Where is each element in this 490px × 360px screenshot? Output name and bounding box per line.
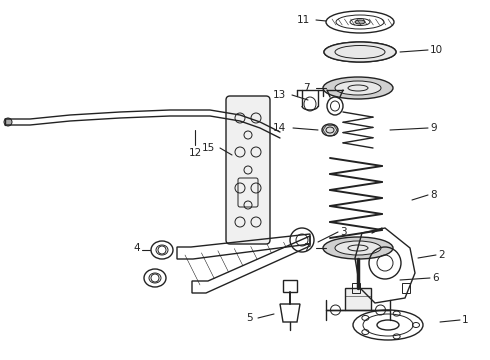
Ellipse shape [323,237,393,259]
Text: 11: 11 [297,15,310,25]
Text: 1: 1 [462,315,468,325]
Bar [352,283,360,293]
Bar [283,280,297,292]
Ellipse shape [335,81,381,95]
Text: 4: 4 [133,243,140,253]
Text: 6: 6 [432,273,439,283]
FancyBboxPatch shape [226,96,270,244]
Text: 14: 14 [273,123,286,133]
Ellipse shape [335,241,381,255]
Text: 7: 7 [303,243,310,253]
Ellipse shape [323,77,393,99]
Ellipse shape [324,42,396,62]
Text: 12: 12 [188,148,201,158]
Text: 13: 13 [273,90,286,100]
Circle shape [4,118,12,126]
Text: 10: 10 [430,45,443,55]
Text: 5: 5 [246,313,253,323]
Text: 15: 15 [202,143,215,153]
Text: 2: 2 [438,250,444,260]
Text: 8: 8 [430,190,437,200]
Ellipse shape [322,124,338,136]
Ellipse shape [355,20,365,24]
Bar [402,283,410,293]
Text: 7: 7 [303,83,310,93]
Text: 9: 9 [430,123,437,133]
Text: 3: 3 [340,227,346,237]
Bar [345,288,371,310]
